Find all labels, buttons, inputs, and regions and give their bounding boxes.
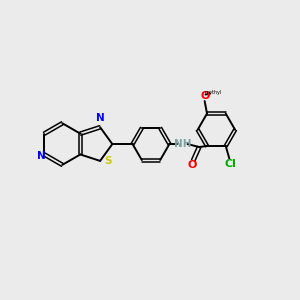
Text: Cl: Cl bbox=[225, 158, 236, 169]
Text: methyl: methyl bbox=[204, 90, 222, 95]
Text: N: N bbox=[37, 151, 46, 160]
Text: O: O bbox=[188, 160, 197, 170]
Text: N: N bbox=[96, 113, 104, 123]
Text: O: O bbox=[201, 91, 210, 101]
Text: S: S bbox=[105, 156, 112, 166]
Text: NH: NH bbox=[174, 139, 191, 149]
